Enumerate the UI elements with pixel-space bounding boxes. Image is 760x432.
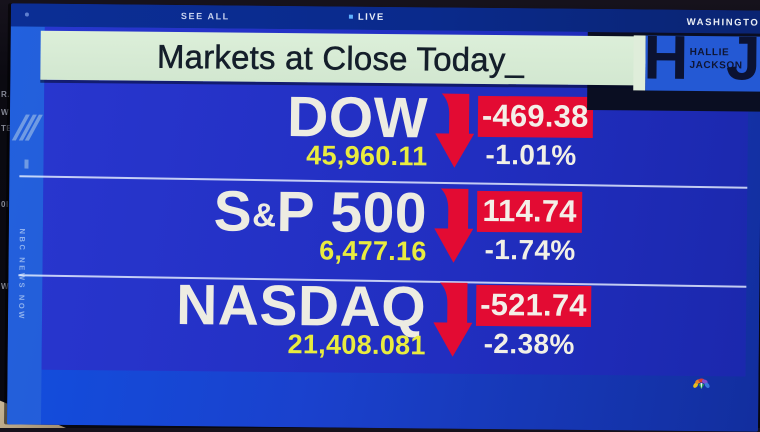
monitor-bezel: R. W TE 0I W. (0, 40, 13, 380)
index-name: NASDAQ (175, 273, 427, 340)
change-column: -469.38 -1.01% (477, 89, 593, 185)
bezel-fragment: 0I (1, 200, 9, 209)
market-row: DOW 45,960.11 -469.38 -1.01% (29, 85, 593, 185)
percent-change: -1.74% (484, 233, 576, 266)
graphic-stage: NBC NEWS NOW DOW 45,960.11 -469.38 -1.01… (6, 26, 760, 432)
bezel-fragment: W. (1, 282, 12, 291)
tv-screen: SEE ALL LIVE WASHINGTON NBC NEWS NOW DOW… (6, 3, 760, 432)
percent-change: -2.38% (483, 327, 575, 360)
location-label: WASHINGTON (686, 16, 760, 29)
live-label: LIVE (357, 11, 385, 23)
arrow-column (426, 183, 477, 278)
market-rows: DOW 45,960.11 -469.38 -1.01% S&P 500 6,4… (28, 85, 593, 374)
market-row: S&P 500 6,477.16 114.74 -1.74% (28, 179, 583, 279)
percent-change: -1.01% (485, 138, 577, 171)
live-indicator: LIVE (348, 11, 385, 23)
change-column: -521.74 -2.38% (475, 278, 591, 374)
bezel-fragment: TE (1, 124, 13, 133)
bezel-fragment: W (1, 108, 10, 117)
index-column: S&P 500 6,477.16 (28, 179, 427, 277)
arrow-column (427, 88, 478, 183)
change-badge: 114.74 (476, 190, 583, 233)
index-close-value: 45,960.11 (306, 140, 428, 172)
headline-title: Markets at Close Today_ (156, 37, 525, 78)
glint-dot (24, 12, 29, 17)
hallie-jackson-logo: H HALLIE JACKSON J (645, 35, 760, 92)
index-name: DOW (286, 85, 429, 151)
change-column: 114.74 -1.74% (476, 183, 583, 279)
see-all-label: SEE ALL (180, 11, 230, 22)
live-dot-icon (348, 14, 353, 19)
monogram-j: J (725, 35, 760, 92)
nbc-peacock-icon (693, 378, 710, 390)
down-arrow-icon (434, 188, 474, 263)
headline-bar: Markets at Close Today_ (40, 30, 641, 86)
change-badge: -469.38 (477, 95, 593, 138)
monogram-h: H (645, 35, 689, 92)
arrow-column (426, 277, 477, 372)
index-column: DOW 45,960.11 (29, 85, 428, 183)
host-first-name: HALLIE (689, 46, 730, 59)
hj-logo-sliver (633, 35, 646, 91)
bezel-fragment: R. (1, 90, 10, 99)
index-name: S&P 500 (213, 178, 428, 245)
market-row: NASDAQ 21,408.081 -521.74 -2.38% (28, 273, 591, 374)
index-column: NASDAQ 21,408.081 (28, 273, 427, 372)
down-arrow-icon (433, 282, 473, 357)
down-arrow-icon (435, 93, 475, 168)
change-badge: -521.74 (475, 284, 591, 327)
